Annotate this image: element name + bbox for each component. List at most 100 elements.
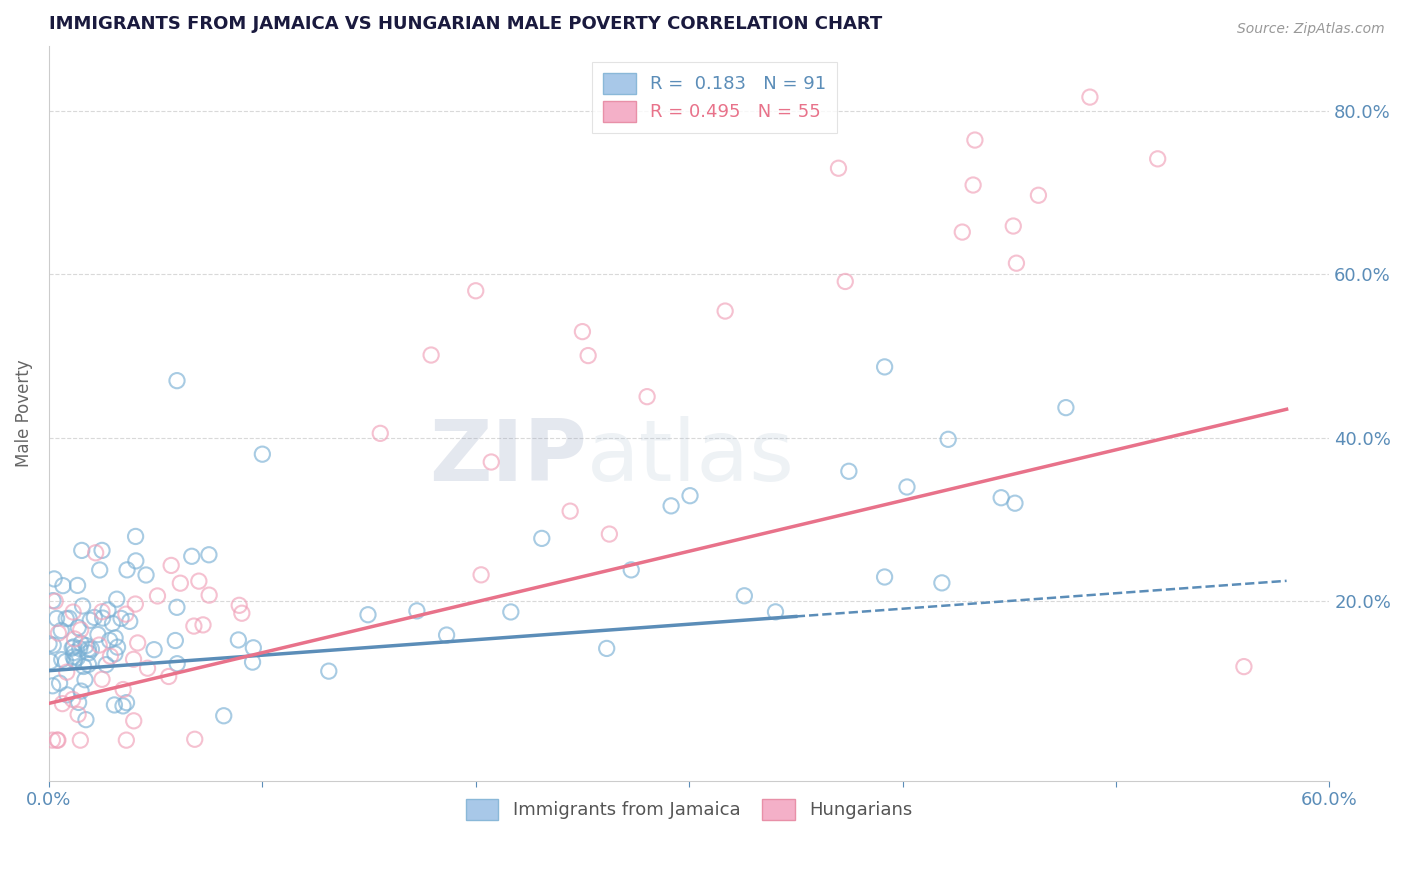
Point	[56, 688, 79, 702]
Point	[107, 640, 129, 655]
Point	[963, 133, 986, 147]
Point	[46, 733, 69, 747]
Point	[104, 647, 127, 661]
Point	[39, 655, 62, 669]
Point	[67, 695, 90, 709]
Point	[931, 575, 953, 590]
Point	[464, 284, 486, 298]
Point	[70, 543, 93, 558]
Point	[242, 640, 264, 655]
Point	[67, 621, 90, 635]
Point	[91, 611, 114, 625]
Point	[112, 682, 135, 697]
Point	[55, 612, 77, 626]
Point	[166, 374, 188, 388]
Point	[63, 632, 86, 646]
Point	[48, 626, 70, 640]
Point	[143, 642, 166, 657]
Point	[69, 641, 91, 656]
Point	[115, 733, 138, 747]
Point	[1004, 496, 1026, 510]
Point	[187, 574, 209, 588]
Point	[576, 349, 599, 363]
Text: atlas: atlas	[586, 416, 794, 499]
Point	[75, 639, 97, 653]
Point	[406, 604, 429, 618]
Point	[436, 628, 458, 642]
Point	[479, 455, 502, 469]
Point	[89, 563, 111, 577]
Point	[63, 646, 86, 660]
Point	[228, 599, 250, 613]
Point	[51, 697, 73, 711]
Point	[60, 640, 83, 655]
Point	[90, 605, 112, 619]
Point	[228, 632, 250, 647]
Point	[470, 567, 492, 582]
Point	[169, 576, 191, 591]
Point	[55, 655, 77, 669]
Point	[84, 546, 107, 560]
Point	[765, 605, 787, 619]
Point	[66, 650, 89, 665]
Point	[70, 684, 93, 698]
Point	[69, 623, 91, 637]
Point	[42, 593, 65, 607]
Point	[620, 563, 643, 577]
Point	[191, 618, 214, 632]
Point	[118, 615, 141, 629]
Point	[679, 489, 702, 503]
Point	[103, 698, 125, 712]
Point	[44, 594, 66, 608]
Point	[63, 653, 86, 667]
Point	[77, 646, 100, 660]
Point	[101, 616, 124, 631]
Point	[79, 613, 101, 627]
Point	[124, 529, 146, 543]
Point	[1005, 256, 1028, 270]
Point	[318, 664, 340, 678]
Point	[72, 659, 94, 673]
Text: Source: ZipAtlas.com: Source: ZipAtlas.com	[1237, 22, 1385, 37]
Point	[72, 599, 94, 613]
Point	[834, 275, 856, 289]
Point	[127, 636, 149, 650]
Point	[89, 638, 111, 652]
Point	[1002, 219, 1025, 233]
Point	[42, 638, 65, 652]
Point	[77, 657, 100, 672]
Point	[46, 733, 69, 747]
Point	[420, 348, 443, 362]
Point	[733, 589, 755, 603]
Point	[571, 325, 593, 339]
Point	[62, 649, 84, 664]
Point	[62, 605, 84, 619]
Point	[165, 633, 187, 648]
Point	[73, 673, 96, 687]
Point	[70, 636, 93, 650]
Point	[530, 532, 553, 546]
Point	[80, 642, 103, 657]
Point	[183, 619, 205, 633]
Point	[598, 527, 620, 541]
Legend: Immigrants from Jamaica, Hungarians: Immigrants from Jamaica, Hungarians	[458, 792, 920, 827]
Text: ZIP: ZIP	[429, 416, 586, 499]
Point	[896, 480, 918, 494]
Point	[357, 607, 380, 622]
Point	[110, 611, 132, 625]
Point	[990, 491, 1012, 505]
Point	[45, 611, 67, 625]
Point	[160, 558, 183, 573]
Point	[75, 713, 97, 727]
Point	[368, 426, 391, 441]
Point	[104, 631, 127, 645]
Point	[115, 696, 138, 710]
Point	[55, 665, 77, 680]
Point	[67, 707, 90, 722]
Point	[122, 714, 145, 728]
Point	[136, 661, 159, 675]
Point	[41, 679, 63, 693]
Point	[125, 554, 148, 568]
Point	[66, 578, 89, 592]
Point	[97, 603, 120, 617]
